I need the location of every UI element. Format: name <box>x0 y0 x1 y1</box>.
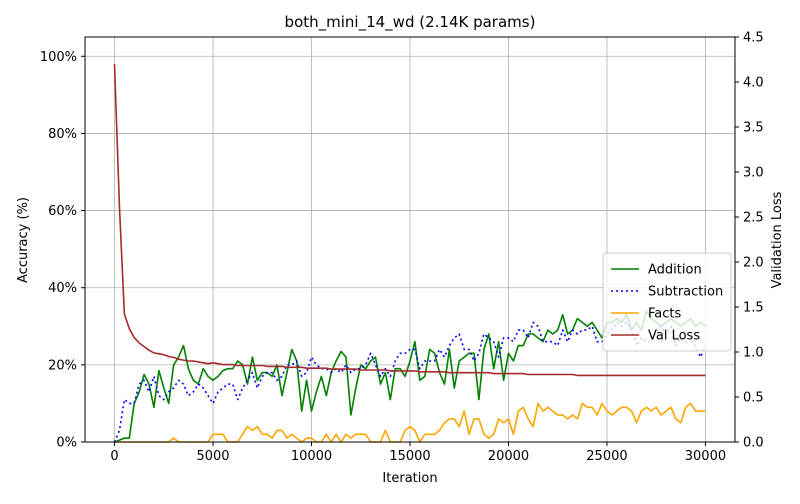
legend-label-addition: Addition <box>648 263 702 278</box>
x-axis-label: Iteration <box>382 471 437 486</box>
y-right-tick-label: 3.0 <box>743 166 764 181</box>
series-line-facts <box>114 402 706 443</box>
y-left-tick-label: 100% <box>40 50 77 65</box>
chart-title: both_mini_14_wd (2.14K params) <box>285 13 536 32</box>
y-right-tick-label: 0.0 <box>743 436 764 451</box>
y-right-tick-label: 1.5 <box>743 301 764 316</box>
series-line-subtraction <box>113 321 707 443</box>
x-tick-label: 0 <box>110 449 118 464</box>
ticks-layer: 0 5000 10000 15000 20000 25000 30000 0% 20% 40% 60… <box>40 31 764 465</box>
x-tick-label: 15000 <box>389 449 430 464</box>
legend-label-val-loss: Val Loss <box>648 329 700 344</box>
y-right-axis-label: Validation Loss <box>770 191 785 288</box>
legend-box <box>602 252 732 352</box>
y-left-tick-label: 80% <box>48 127 77 142</box>
y-right-tick-label: 4.5 <box>743 31 764 46</box>
y-right-tick-label: 2.0 <box>743 256 764 271</box>
y-right-tick-label: 2.5 <box>743 211 764 226</box>
x-tick-label: 30000 <box>685 449 726 464</box>
y-right-tick-label: 3.5 <box>743 121 764 136</box>
y-left-tick-label: 20% <box>48 358 77 373</box>
y-left-axis-label: Accuracy (%) <box>16 197 31 283</box>
y-left-tick-label: 60% <box>48 204 77 219</box>
y-right-tick-label: 4.0 <box>743 76 764 91</box>
y-left-tick-label: 0% <box>56 436 77 451</box>
x-tick-label: 5000 <box>196 449 229 464</box>
legend-label-facts: Facts <box>648 307 681 322</box>
x-tick-label: 20000 <box>488 449 529 464</box>
y-right-tick-label: 1.0 <box>743 346 764 361</box>
y-right-tick-label: 0.5 <box>743 391 764 406</box>
grid-layer <box>85 37 735 443</box>
legend: Addition Subtraction Facts Val Loss <box>602 252 732 352</box>
legend-label-subtraction: Subtraction <box>648 285 723 300</box>
series-line-val-loss <box>113 63 706 377</box>
x-tick-label: 25000 <box>586 449 627 464</box>
x-tick-label: 10000 <box>291 449 332 464</box>
y-left-tick-label: 40% <box>48 281 77 296</box>
